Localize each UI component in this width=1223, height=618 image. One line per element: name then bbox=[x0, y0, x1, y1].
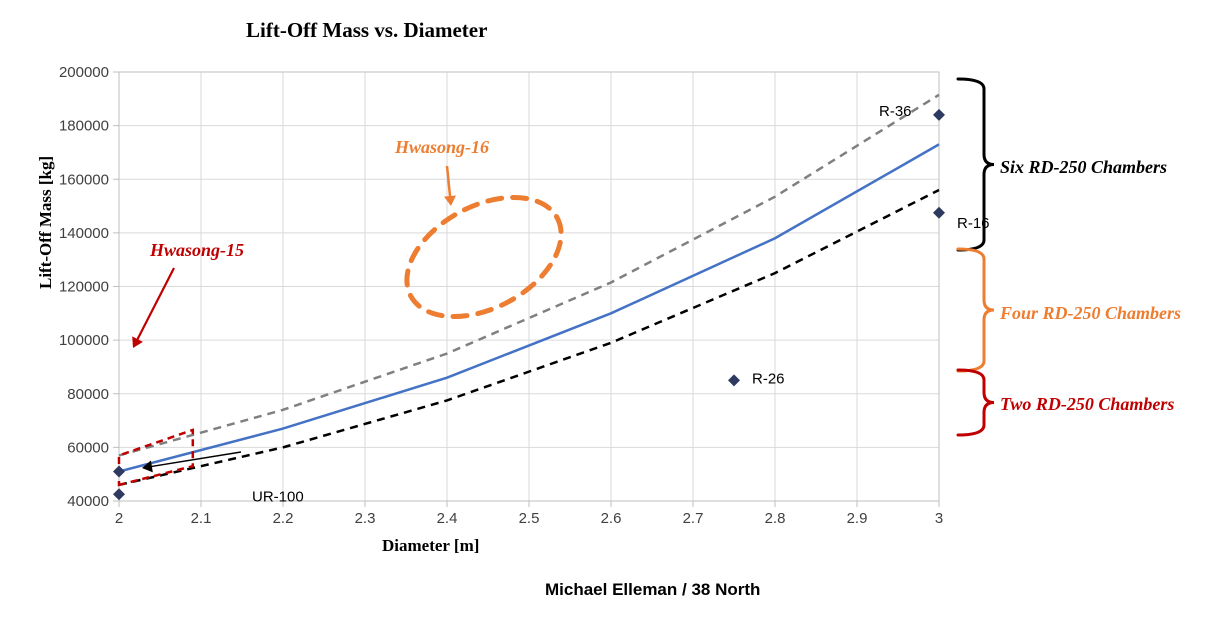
bracket-two bbox=[958, 370, 994, 435]
bracket-label-six: Six RD-250 Chambers bbox=[1000, 157, 1167, 178]
y-tick-label: 120000 bbox=[59, 279, 109, 296]
y-tick-label: 100000 bbox=[59, 332, 109, 349]
y-tick-label: 40000 bbox=[67, 493, 109, 510]
y-tick-label: 160000 bbox=[59, 171, 109, 188]
x-tick-label: 2 bbox=[115, 510, 123, 527]
bracket-four bbox=[958, 249, 994, 371]
credit: Michael Elleman / 38 North bbox=[545, 580, 760, 600]
y-tick-label: 140000 bbox=[59, 225, 109, 242]
bracket-label-four: Four RD-250 Chambers bbox=[1000, 303, 1181, 324]
x-tick-label: 2.7 bbox=[683, 510, 704, 527]
x-tick-label: 2.3 bbox=[355, 510, 376, 527]
x-tick-label: 2.9 bbox=[847, 510, 868, 527]
x-tick-label: 2.8 bbox=[765, 510, 786, 527]
y-tick-label: 60000 bbox=[67, 439, 109, 456]
data-point-label: R-36 bbox=[879, 103, 912, 120]
x-tick-label: 2.4 bbox=[437, 510, 458, 527]
x-tick-label: 2.5 bbox=[519, 510, 540, 527]
x-axis-label: Diameter [m] bbox=[382, 536, 479, 556]
chart-title: Lift-Off Mass vs. Diameter bbox=[246, 18, 487, 43]
data-point-label: R-26 bbox=[752, 370, 785, 387]
x-tick-label: 2.6 bbox=[601, 510, 622, 527]
y-tick-label: 80000 bbox=[67, 386, 109, 403]
y-tick-label: 200000 bbox=[59, 64, 109, 81]
y-tick-label: 180000 bbox=[59, 118, 109, 135]
hwasong-15-label: Hwasong-15 bbox=[150, 240, 244, 261]
x-tick-label: 2.1 bbox=[191, 510, 212, 527]
x-tick-label: 3 bbox=[935, 510, 943, 527]
bracket-label-two: Two RD-250 Chambers bbox=[1000, 394, 1174, 415]
data-point-label: UR-100 bbox=[252, 488, 304, 505]
y-axis-label: Lift-Off Mass [kg] bbox=[36, 156, 56, 289]
hwasong-16-label: Hwasong-16 bbox=[395, 137, 489, 158]
x-tick-label: 2.2 bbox=[273, 510, 294, 527]
